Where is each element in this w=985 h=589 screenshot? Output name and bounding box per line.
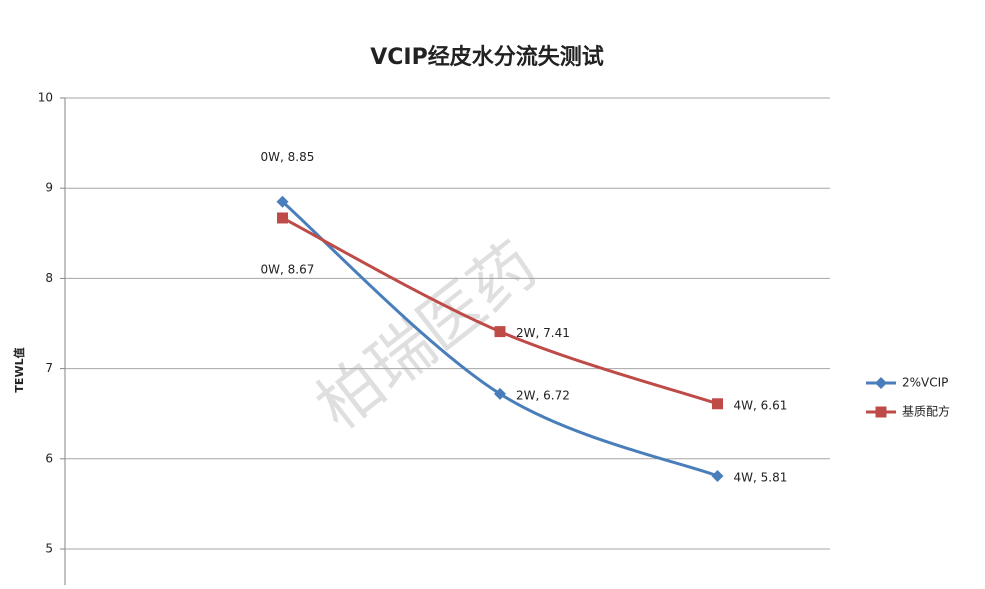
y-tick-label: 5 <box>45 542 53 556</box>
y-tick-label: 8 <box>45 271 53 285</box>
data-label: 4W, 6.61 <box>734 398 788 412</box>
data-point <box>277 212 288 224</box>
y-tick-label: 6 <box>45 451 53 465</box>
data-point <box>711 469 724 482</box>
y-tick-label: 10 <box>38 91 53 105</box>
chart-title: VCIP经皮水分流失测试 <box>370 44 603 70</box>
data-label: 2W, 6.72 <box>516 388 570 402</box>
legend-marker <box>875 377 887 389</box>
data-point <box>494 387 506 400</box>
y-axis-label: TEWL值 <box>12 347 26 392</box>
legend-label: 2%VCIP <box>902 376 948 390</box>
data-point <box>494 326 506 338</box>
y-tick-label: 9 <box>45 181 53 195</box>
y-tick-label: 7 <box>45 361 53 375</box>
data-label: 0W, 8.85 <box>261 150 315 164</box>
data-point <box>276 195 289 208</box>
legend-label: 基质配方 <box>902 404 950 419</box>
data-label: 4W, 5.81 <box>734 470 788 484</box>
data-label: 2W, 7.41 <box>516 326 570 340</box>
legend-marker <box>875 406 887 418</box>
data-label: 0W, 8.67 <box>261 262 315 276</box>
data-point <box>712 398 723 410</box>
